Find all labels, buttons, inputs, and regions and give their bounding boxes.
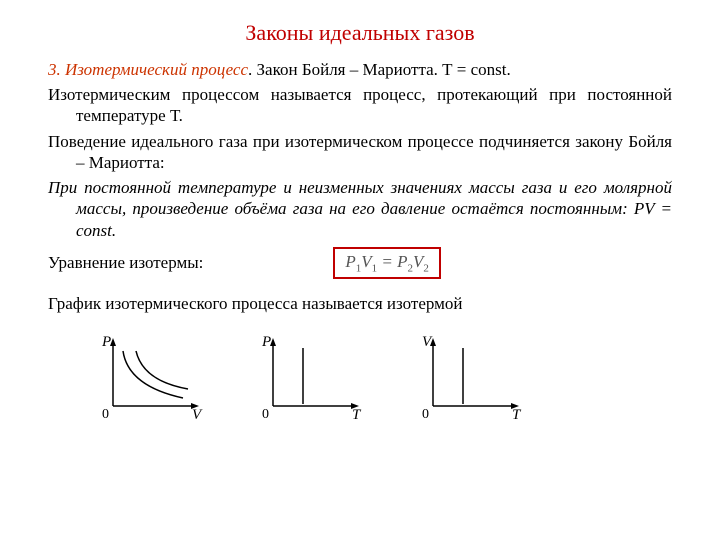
paragraph-5: График изотермического процесса называет… (48, 293, 672, 314)
equation-line: Уравнение изотермы: P1V1 = P2V2 (48, 247, 672, 279)
formula-box: P1V1 = P2V2 (333, 247, 441, 279)
graph-vt: V T 0 (408, 326, 528, 421)
subheading-tail: . Закон Бойля – Мариотта. Т = const. (248, 60, 511, 79)
paragraph-1: Изотермическим процессом называется проц… (48, 84, 672, 127)
formula-sub: 2 (423, 262, 429, 274)
origin-label: 0 (422, 407, 429, 421)
formula-part: V (361, 252, 371, 271)
equation-label: Уравнение изотермы: (48, 253, 203, 273)
axis-label-y: P (261, 334, 271, 350)
origin-label: 0 (102, 407, 109, 421)
formula-part: = (377, 252, 397, 271)
subheading-line: 3. Изотермический процесс. Закон Бойля –… (48, 60, 672, 80)
axis-label-x: V (192, 407, 203, 421)
graph-pv: P V 0 (88, 326, 208, 421)
page-title: Законы идеальных газов (48, 20, 672, 46)
axis-label-x: T (512, 407, 522, 421)
subheading: 3. Изотермический процесс (48, 60, 248, 79)
origin-label: 0 (262, 407, 269, 421)
formula-part: P (397, 252, 407, 271)
axis-label-y: P (101, 334, 111, 350)
formula-part: P (345, 252, 355, 271)
graphs-row: P V 0 P T 0 (48, 326, 672, 421)
axis-label-x: T (352, 407, 362, 421)
formula-part: V (413, 252, 423, 271)
paragraph-2: Поведение идеального газа при изотермиче… (48, 131, 672, 174)
paragraph-3: При постоянной температуре и неизменных … (48, 177, 672, 241)
axis-label-y: V (422, 334, 433, 350)
isotherm-curve (123, 351, 183, 398)
graph-pt: P T 0 (248, 326, 368, 421)
